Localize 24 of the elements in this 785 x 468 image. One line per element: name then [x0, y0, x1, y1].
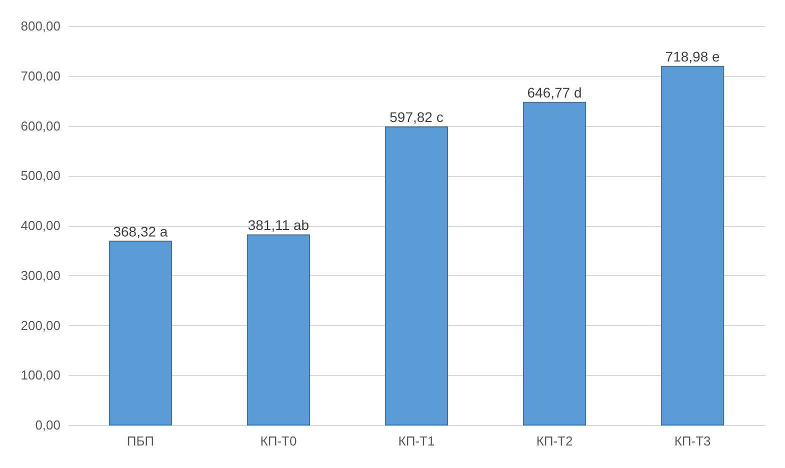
- x-tick-label: ПБП: [126, 434, 154, 448]
- bar: [108, 240, 172, 426]
- bar: [660, 66, 724, 426]
- data-label: 597,82 c: [390, 108, 444, 125]
- y-tick-label: 400,00: [20, 218, 60, 233]
- x-tick-label: КП-Т2: [536, 434, 573, 448]
- bar: [384, 126, 448, 426]
- data-label: 718,98 e: [665, 48, 720, 64]
- y-tick-label: 800,00: [20, 18, 60, 34]
- y-tick-label: 700,00: [20, 68, 60, 84]
- y-tick-label: 500,00: [20, 168, 60, 184]
- y-tick-label: 100,00: [20, 368, 60, 383]
- data-label: 381,11 ab: [248, 216, 310, 233]
- y-tick-label: 0,00: [35, 418, 60, 432]
- data-label: 646,77 d: [527, 84, 582, 100]
- data-label: 368,32 a: [113, 223, 168, 240]
- bar: [246, 234, 310, 426]
- bar: [522, 102, 586, 426]
- x-tick-label: КП-Т3: [674, 434, 711, 448]
- x-tick-label: КП-Т0: [260, 434, 297, 448]
- y-tick-label: 600,00: [20, 118, 60, 134]
- y-tick-label: 200,00: [20, 318, 60, 333]
- x-tick-label: КП-Т1: [398, 434, 435, 448]
- y-tick-label: 300,00: [20, 268, 60, 283]
